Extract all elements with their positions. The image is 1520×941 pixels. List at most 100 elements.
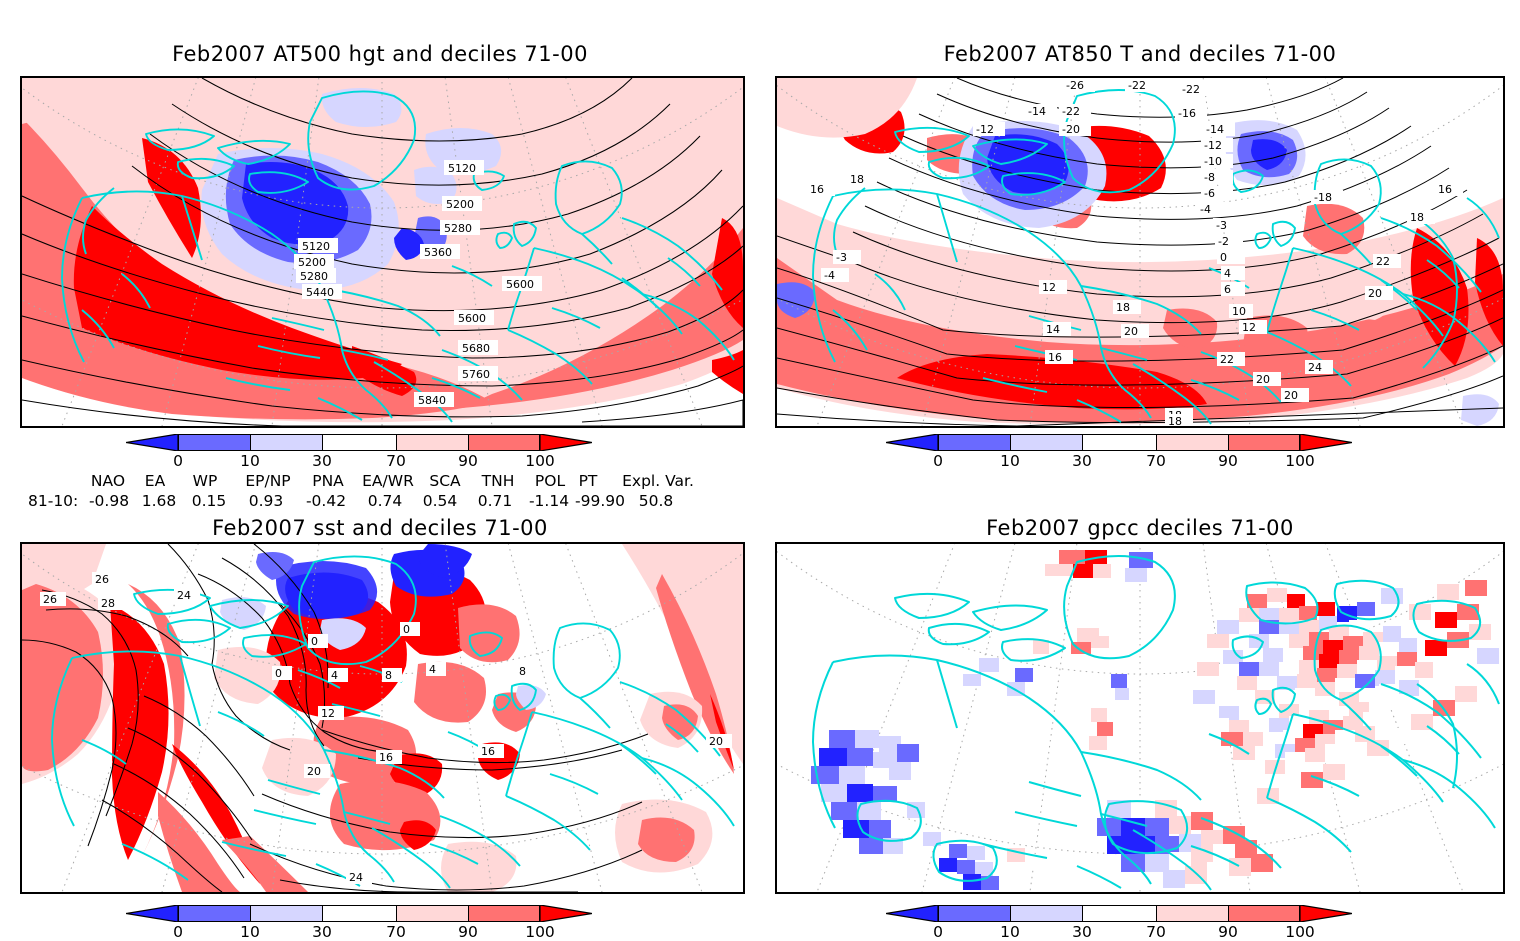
panel-at850-title: Feb2007 AT850 T and deciles 71-00	[943, 42, 1337, 66]
colorbar-over-arrow	[1300, 905, 1352, 922]
colorbar-tick: 70	[386, 923, 406, 941]
index-value: -0.42	[305, 492, 347, 510]
index-header: SCA	[429, 472, 461, 490]
index-value: 0.54	[422, 492, 458, 510]
svg-text:5280: 5280	[300, 270, 328, 283]
colorbar-gpcc-bar	[886, 905, 1352, 922]
colorbar-tick: 90	[458, 923, 478, 941]
panel-sst-map[interactable]: 26 26 28 24 0 0 0 4 8 4 8 12 16 16 20 20	[20, 542, 745, 894]
svg-text:-6: -6	[1204, 187, 1215, 200]
colorbar-tick: 70	[1146, 452, 1166, 470]
panel-at500-map[interactable]: 5120 5200 5120 5280 5200 5360 5280 5440 …	[20, 76, 745, 428]
index-value-row: 81-10: -0.98 1.68 0.15 0.93 -0.42 0.74 0…	[28, 492, 718, 512]
colorbar-tick: 0	[933, 923, 943, 941]
svg-text:26: 26	[95, 573, 109, 586]
svg-text:20: 20	[709, 735, 723, 748]
colorbar-sst-bar	[126, 905, 592, 922]
colorbar-bin-3	[1156, 434, 1228, 451]
svg-text:-12: -12	[1204, 139, 1222, 152]
svg-text:4: 4	[1224, 267, 1231, 280]
svg-text:12: 12	[321, 707, 335, 720]
colorbar-tick: 30	[1072, 452, 1092, 470]
panel-sst: Feb2007 sst and deciles 71-00	[0, 470, 760, 940]
colorbar-over-arrow	[540, 434, 592, 451]
colorbar-under-arrow	[886, 905, 938, 922]
colorbar-tick: 70	[386, 452, 406, 470]
svg-text:-18: -18	[1314, 191, 1332, 204]
colorbar-tick: 100	[525, 923, 555, 941]
svg-text:-22: -22	[1062, 105, 1080, 118]
colorbar-bin-0	[938, 905, 1010, 922]
index-value: 0.15	[191, 492, 227, 510]
colorbar-at850: 0 10 30 70 90 100	[886, 434, 1352, 470]
panel-gpcc-map[interactable]	[775, 542, 1505, 894]
svg-text:10: 10	[1232, 305, 1246, 318]
svg-text:-14: -14	[1028, 105, 1046, 118]
colorbar-tick: 90	[1218, 452, 1238, 470]
colorbar-bin-2	[1082, 905, 1156, 922]
svg-text:5200: 5200	[298, 256, 326, 269]
index-header: WP	[192, 472, 218, 490]
panel-gpcc-canvas	[777, 544, 1503, 892]
colorbar-bin-2	[1082, 434, 1156, 451]
colorbar-tick: 100	[1285, 452, 1315, 470]
colorbar-tick: 0	[173, 923, 183, 941]
svg-text:8: 8	[385, 669, 392, 682]
svg-text:-2: -2	[1218, 235, 1229, 248]
colorbar-bin-4	[468, 434, 540, 451]
colorbar-tick: 70	[1146, 923, 1166, 941]
svg-text:20: 20	[1124, 325, 1138, 338]
colorbar-bin-3	[1156, 905, 1228, 922]
svg-text:5280: 5280	[444, 222, 472, 235]
colorbar-sst-ticks: 0 10 30 70 90 100	[173, 922, 555, 941]
index-header-row: NAO EA WP EP/NP PNA EA/WR SCA TNH POL PT…	[28, 472, 718, 492]
svg-text:0: 0	[311, 635, 318, 648]
svg-text:5360: 5360	[424, 246, 452, 259]
panel-gpcc-title: Feb2007 gpcc deciles 71-00	[986, 516, 1294, 540]
colorbar-bin-2	[322, 434, 396, 451]
gpcc-plot	[777, 544, 1503, 892]
teleconnection-index-table: NAO EA WP EP/NP PNA EA/WR SCA TNH POL PT…	[28, 472, 718, 512]
index-value: 0.71	[477, 492, 513, 510]
colorbar-bin-0	[938, 434, 1010, 451]
svg-text:20: 20	[307, 765, 321, 778]
svg-text:16: 16	[1048, 351, 1062, 364]
svg-text:4: 4	[429, 663, 436, 676]
colorbar-bin-1	[1010, 905, 1082, 922]
colorbar-tick: 30	[312, 923, 332, 941]
colorbar-under-arrow	[126, 434, 178, 451]
svg-text:22: 22	[1220, 353, 1234, 366]
panel-at500: Feb2007 AT500 hgt and deciles 71-00	[0, 0, 760, 470]
index-header: EA/WR	[362, 472, 414, 490]
colorbar-at500-bar	[126, 434, 592, 451]
svg-text:16: 16	[379, 751, 393, 764]
colorbar-at850-bar	[886, 434, 1352, 451]
index-header: PNA	[312, 472, 344, 490]
svg-text:18: 18	[1116, 301, 1130, 314]
svg-text:8: 8	[519, 665, 526, 678]
svg-text:18: 18	[850, 173, 864, 186]
svg-text:-10: -10	[1204, 155, 1222, 168]
svg-text:24: 24	[177, 589, 191, 602]
colorbar-tick: 10	[1000, 452, 1020, 470]
colorbar-tick: 30	[312, 452, 332, 470]
index-header: EP/NP	[245, 472, 291, 490]
colorbar-gpcc: 0 10 30 70 90 100	[886, 905, 1352, 941]
colorbar-gpcc-ticks: 0 10 30 70 90 100	[933, 922, 1315, 941]
svg-text:6: 6	[1224, 283, 1231, 296]
index-header: TNH	[481, 472, 515, 490]
panel-at500-title: Feb2007 AT500 hgt and deciles 71-00	[172, 42, 588, 66]
index-header: NAO	[90, 472, 126, 490]
svg-text:5840: 5840	[418, 394, 446, 407]
index-value: -0.98	[88, 492, 130, 510]
panel-at850-map[interactable]: -26 -22 -22 -14 -22 -12 -20 -16 -14 -12 …	[775, 76, 1505, 428]
svg-text:0: 0	[403, 623, 410, 636]
svg-text:5600: 5600	[458, 312, 486, 325]
index-value: -1.14	[528, 492, 570, 510]
svg-text:-3: -3	[1216, 219, 1227, 232]
panel-at850: Feb2007 AT850 T and deciles 71-00	[760, 0, 1520, 470]
at850-contour-labels: -26 -22 -22 -14 -22 -12 -20 -16 -14 -12 …	[807, 78, 1463, 426]
svg-text:-26: -26	[1066, 79, 1084, 92]
svg-text:5120: 5120	[302, 240, 330, 253]
panel-at850-canvas: -26 -22 -22 -14 -22 -12 -20 -16 -14 -12 …	[777, 78, 1503, 426]
